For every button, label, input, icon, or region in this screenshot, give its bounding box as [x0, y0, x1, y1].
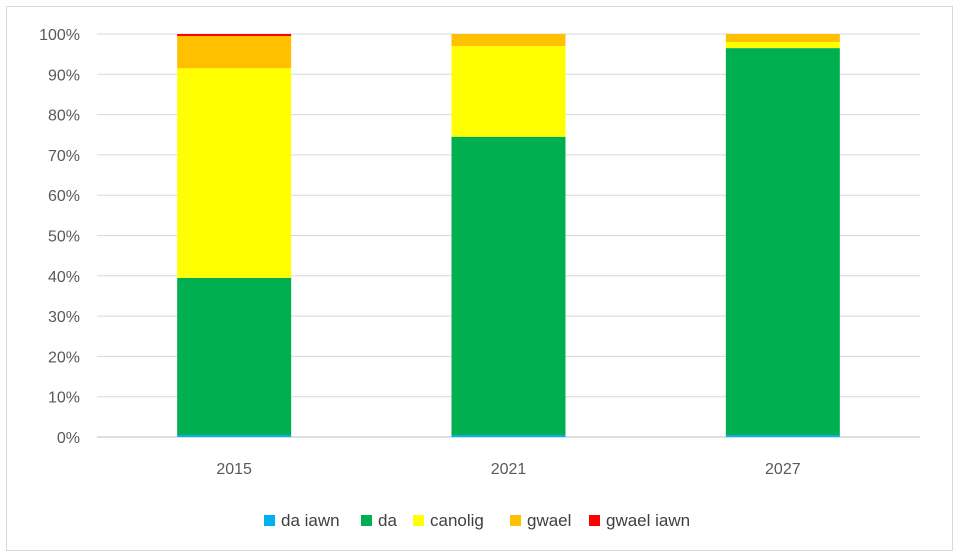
bar-segment: [177, 36, 292, 69]
legend-swatch: [361, 515, 372, 526]
x-axis: 2015 2021 2027: [216, 461, 800, 478]
y-tick-label: 90%: [48, 67, 80, 84]
y-tick-label: 0%: [57, 430, 80, 447]
y-tick-label: 40%: [48, 269, 80, 286]
x-tick-label: 2027: [765, 461, 801, 478]
y-tick-label: 100%: [39, 27, 80, 44]
bar-segment: [725, 48, 840, 435]
bars: [177, 34, 840, 437]
bar-segment: [177, 277, 292, 435]
legend-label: gwael: [527, 511, 571, 530]
bar-segment: [451, 434, 566, 437]
bar-segment: [177, 68, 292, 278]
legend-label: gwael iawn: [606, 511, 690, 530]
y-tick-label: 60%: [48, 188, 80, 205]
y-tick-label: 10%: [48, 390, 80, 407]
x-tick-label: 2015: [216, 461, 252, 478]
y-tick-label: 30%: [48, 309, 80, 326]
y-tick-label: 50%: [48, 229, 80, 246]
legend-swatch: [510, 515, 521, 526]
y-tick-label: 80%: [48, 108, 80, 125]
y-tick-label: 70%: [48, 148, 80, 165]
bar-segment: [725, 34, 840, 43]
bar-segment: [725, 434, 840, 437]
y-tick-label: 20%: [48, 349, 80, 366]
y-axis: 0% 10% 20% 30% 40% 50% 60% 70% 80% 90% 100%: [39, 27, 80, 447]
bar-segment: [725, 42, 840, 49]
bar-segment: [177, 34, 292, 37]
bar-segment: [451, 34, 566, 47]
legend: da iawn da canolig gwael gwael iawn: [264, 511, 690, 530]
bar-segment: [451, 46, 566, 137]
bar-segment: [451, 136, 566, 435]
legend-label: canolig: [430, 511, 484, 530]
bar-segment: [177, 434, 292, 437]
legend-swatch: [264, 515, 275, 526]
legend-label: da: [378, 511, 397, 530]
legend-swatch: [589, 515, 600, 526]
x-tick-label: 2021: [491, 461, 527, 478]
legend-swatch: [413, 515, 424, 526]
legend-label: da iawn: [281, 511, 340, 530]
